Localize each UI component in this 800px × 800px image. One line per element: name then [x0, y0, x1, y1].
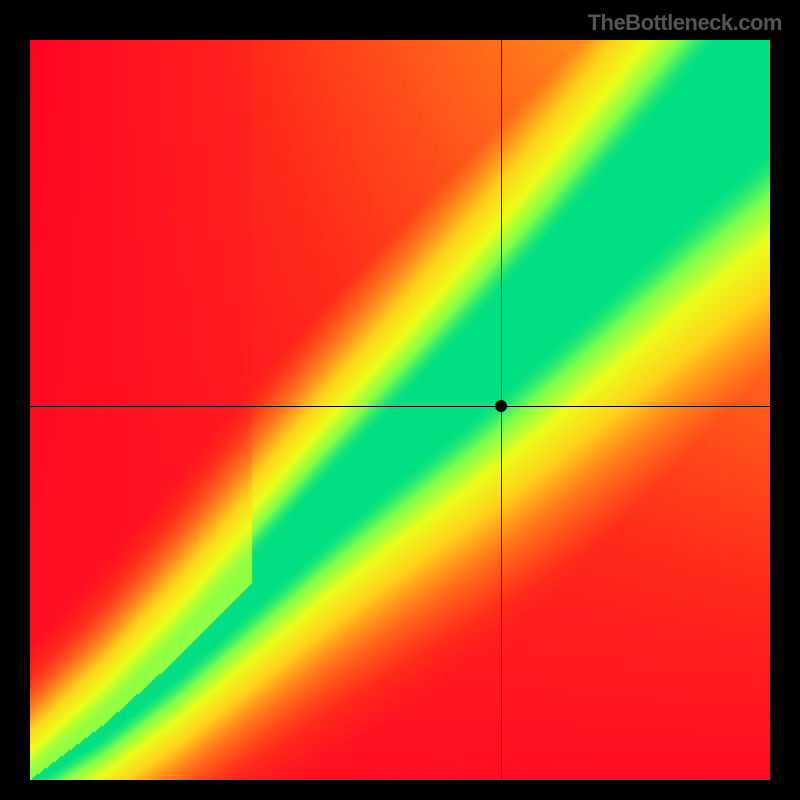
heatmap-canvas: [30, 40, 770, 780]
watermark: TheBottleneck.com: [588, 10, 782, 36]
heatmap-plot: [30, 40, 770, 780]
